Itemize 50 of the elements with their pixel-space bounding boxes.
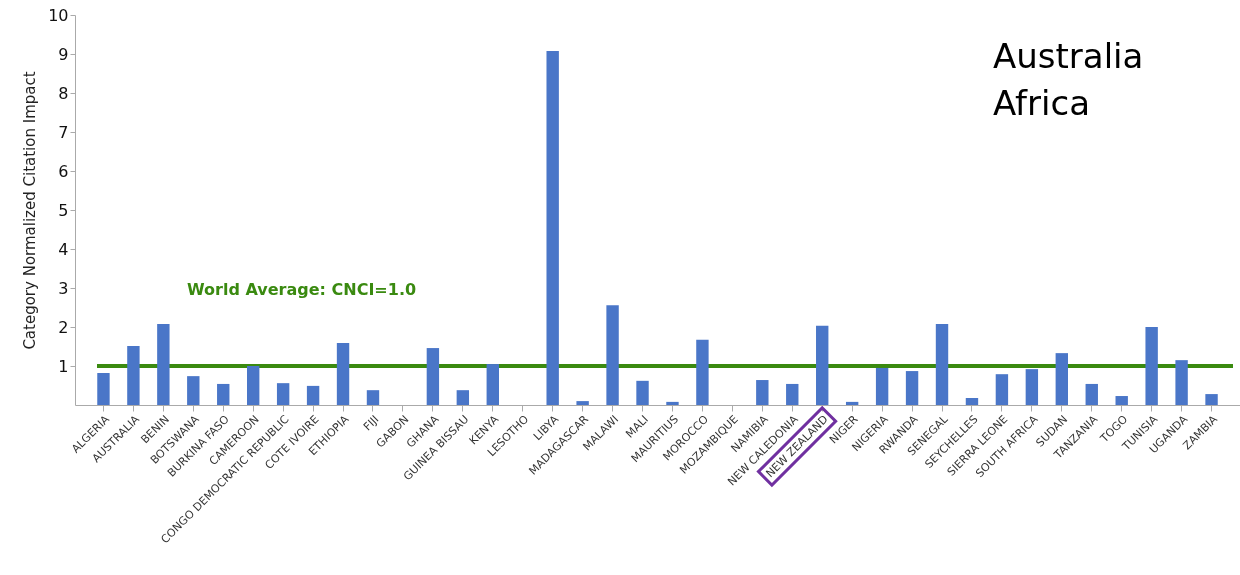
y-axis-title: Category Normalized Citation Impact xyxy=(21,71,40,350)
y-tick-label: 5 xyxy=(58,200,69,220)
y-tick-label: 1 xyxy=(58,356,69,376)
bar xyxy=(1145,327,1158,405)
bar xyxy=(786,383,799,405)
bar xyxy=(935,323,949,405)
bar xyxy=(576,401,589,405)
y-tick-label: 9 xyxy=(58,44,69,64)
bar xyxy=(1115,396,1128,405)
y-tick-label: 3 xyxy=(58,278,69,298)
bar xyxy=(276,383,290,405)
bar xyxy=(336,342,350,405)
bar xyxy=(816,325,829,405)
bar xyxy=(546,50,559,405)
bar xyxy=(187,376,200,405)
y-tick-label: 2 xyxy=(58,317,69,337)
y-tick-label: 4 xyxy=(58,239,69,259)
bar xyxy=(995,374,1009,405)
annotation: Australia xyxy=(993,36,1144,76)
bar xyxy=(456,390,470,405)
bar xyxy=(1025,369,1039,405)
bar xyxy=(756,380,769,405)
bar xyxy=(157,323,170,405)
bar xyxy=(97,373,110,405)
y-tick-label: 7 xyxy=(58,122,69,142)
x-tick-label: FIJI xyxy=(360,412,382,434)
bar xyxy=(696,339,709,405)
bar xyxy=(486,364,499,405)
bar xyxy=(606,305,619,405)
bar xyxy=(666,401,679,405)
bar xyxy=(905,371,919,405)
bar xyxy=(426,348,440,405)
annotation: Africa xyxy=(993,83,1090,123)
bar xyxy=(875,367,889,405)
bar xyxy=(636,380,649,405)
y-tick-label: 8 xyxy=(58,83,69,103)
y-tick-label: 10 xyxy=(48,5,69,25)
ref-line-label: World Average: CNCI=1.0 xyxy=(187,280,417,299)
bar xyxy=(1205,394,1218,405)
bar xyxy=(217,383,230,405)
y-tick-label: 6 xyxy=(58,161,69,181)
bar xyxy=(1175,360,1188,405)
bar xyxy=(306,385,320,405)
bar xyxy=(127,346,140,405)
bar xyxy=(845,401,859,405)
bar xyxy=(246,366,260,405)
bar xyxy=(965,397,979,405)
bar xyxy=(366,390,380,405)
bar xyxy=(1085,383,1098,405)
bar xyxy=(1055,353,1069,405)
